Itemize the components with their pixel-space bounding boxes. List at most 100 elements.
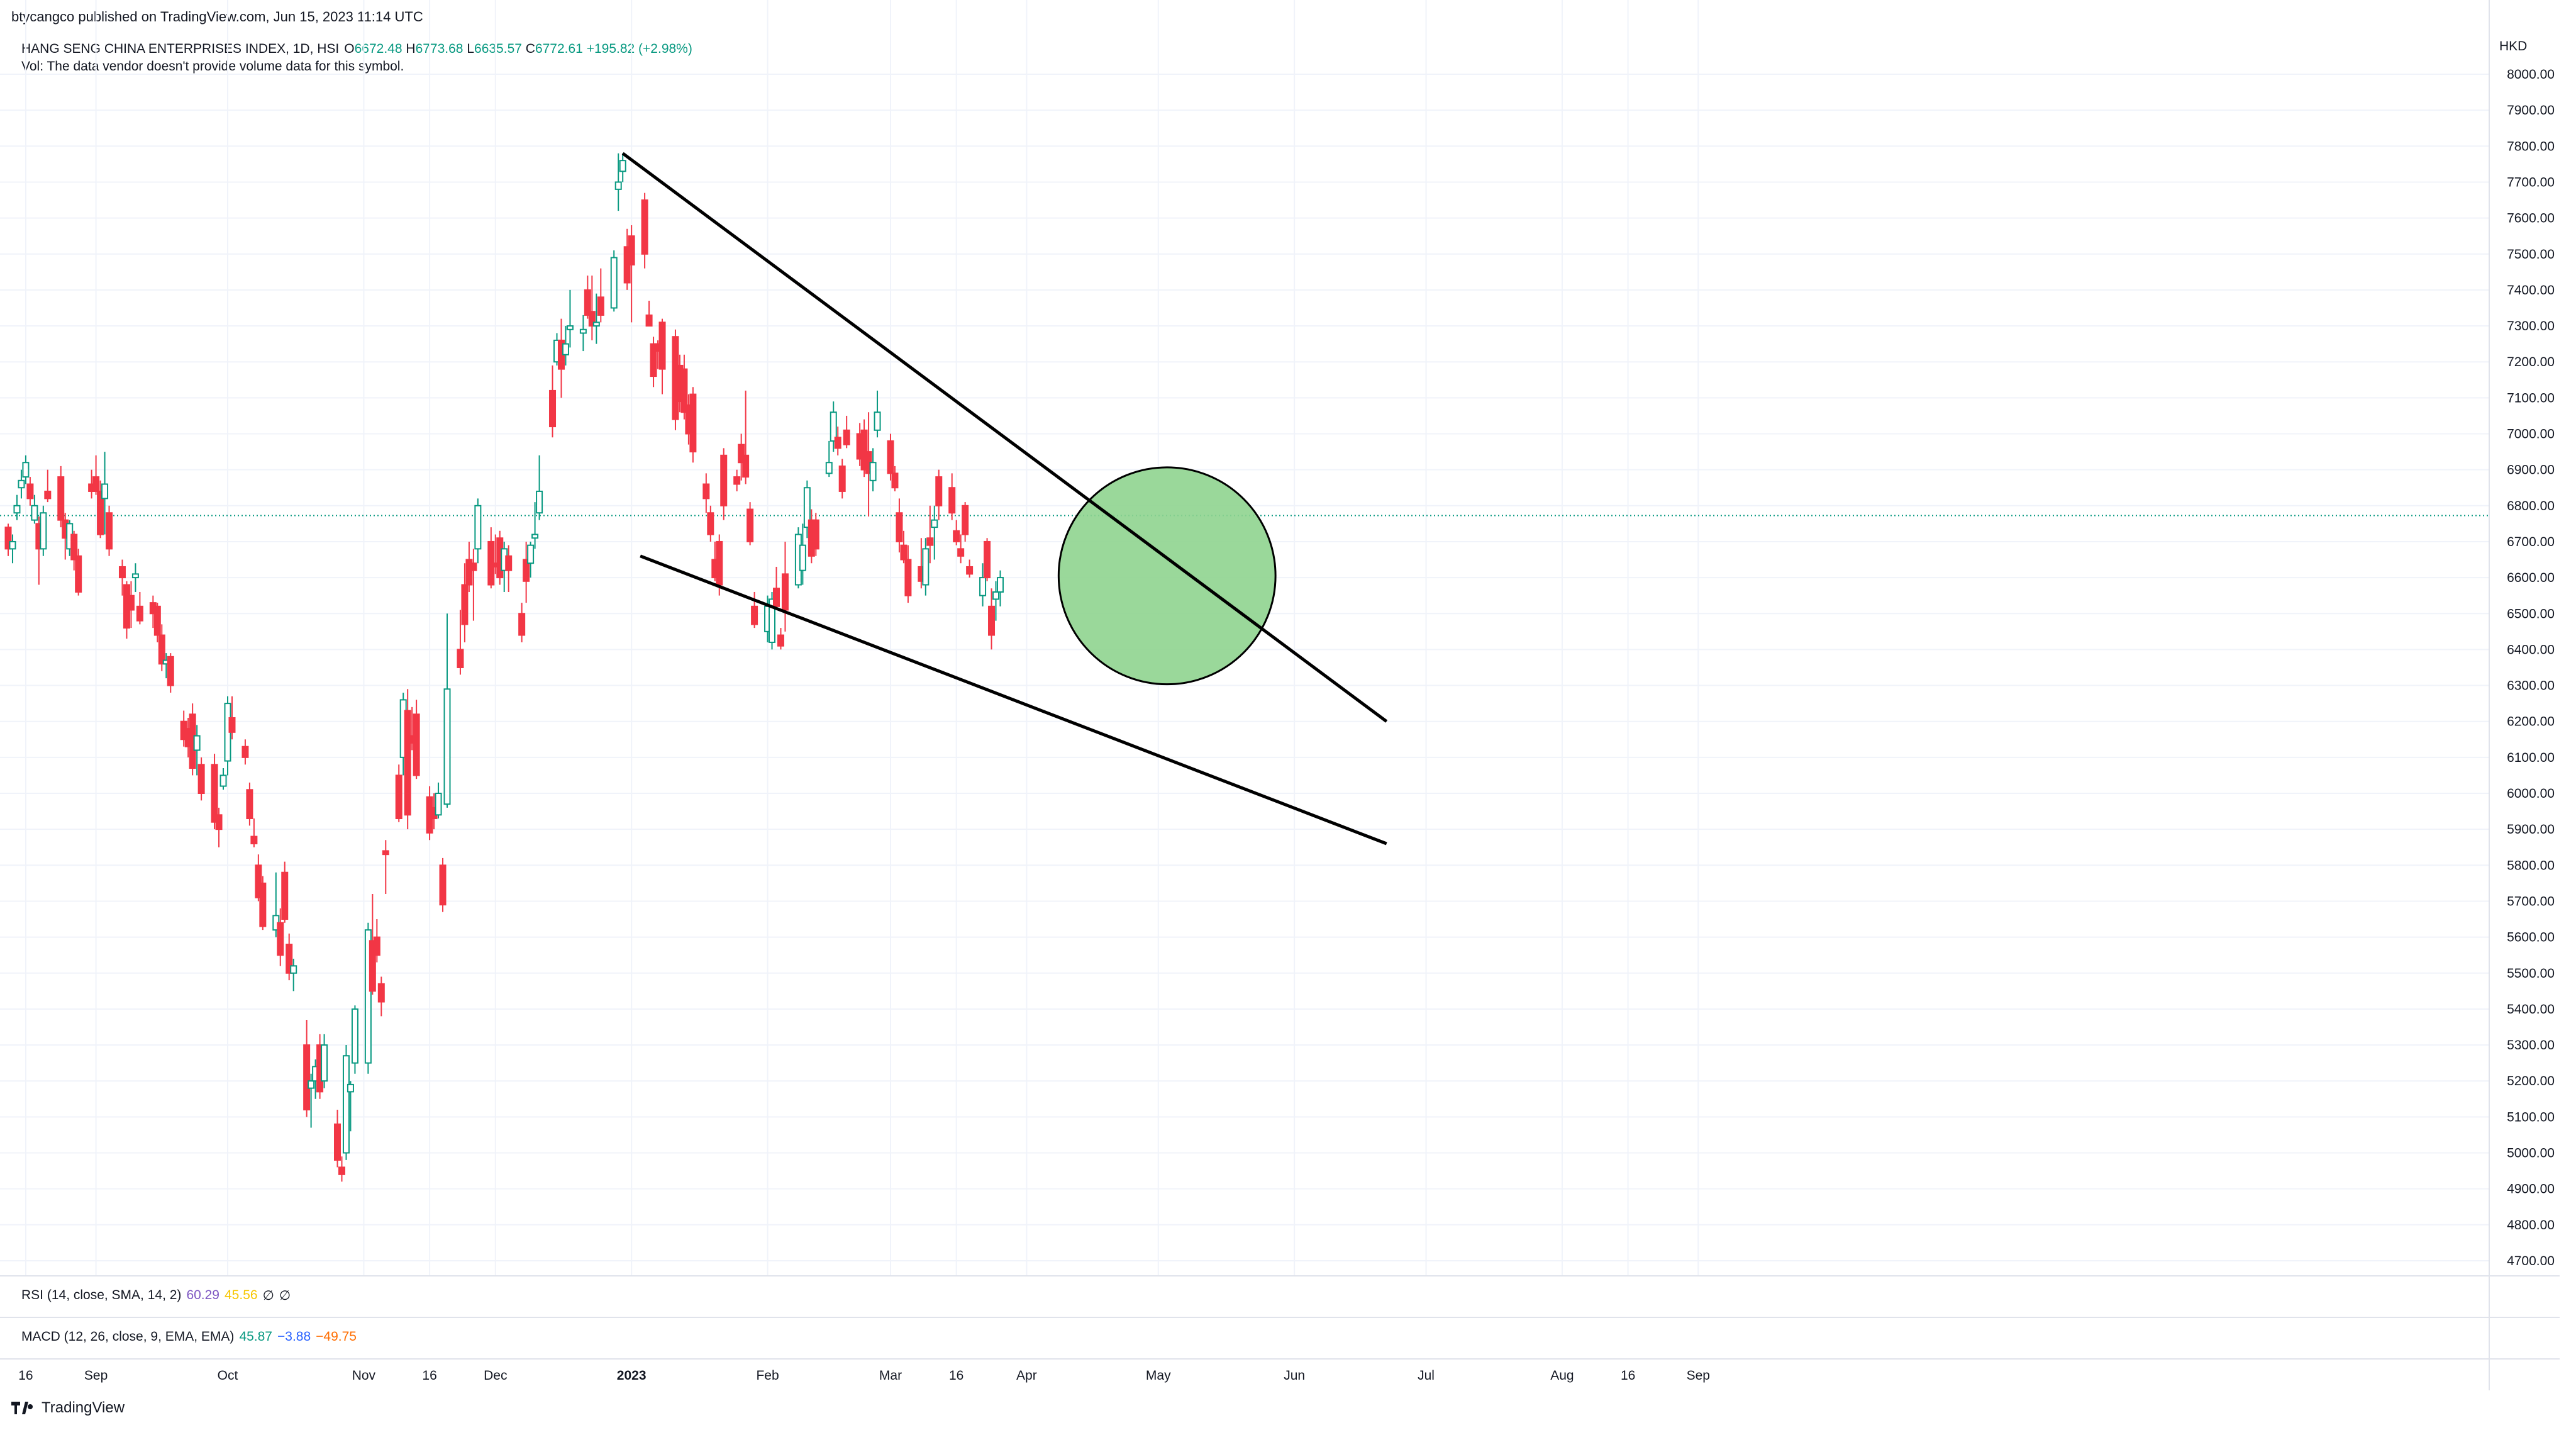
candle-body (92, 476, 100, 492)
candle (645, 301, 653, 327)
candle (777, 628, 784, 650)
candle (382, 840, 389, 895)
candle (702, 473, 710, 513)
candle (92, 455, 100, 495)
candle (628, 225, 635, 323)
candle (948, 473, 956, 520)
candle-body (803, 487, 811, 528)
macd-label[interactable]: MACD (12, 26, close, 9, EMA, EMA) 45.87 … (21, 1329, 357, 1344)
candle-body (197, 764, 205, 795)
x-tick-label: 16 (18, 1368, 33, 1383)
y-tick-label: 6700.00 (2507, 535, 2555, 549)
candle-body (22, 462, 30, 478)
candle-body (996, 577, 1004, 593)
candle-body (869, 462, 877, 481)
candle-body (518, 613, 526, 636)
trendlines[interactable] (621, 152, 1388, 846)
candle (641, 193, 648, 269)
candle-body (281, 871, 289, 920)
candle-body (461, 584, 469, 625)
candle (896, 498, 903, 553)
y-tick-label: 5700.00 (2507, 894, 2555, 908)
candle-body (922, 548, 930, 586)
candle-body (153, 605, 161, 636)
candle-body (834, 437, 841, 449)
candle (562, 326, 569, 366)
y-tick-label: 8000.00 (2507, 67, 2555, 82)
candle-body (351, 1008, 358, 1064)
tradingview-brand[interactable]: TradingView (11, 1399, 125, 1417)
breakout-highlight-circle[interactable] (1057, 466, 1277, 686)
candle (461, 563, 469, 642)
candle-body (57, 476, 65, 521)
candle-body (364, 929, 372, 1064)
low-label: L (467, 42, 475, 56)
candle (962, 502, 969, 542)
candle (614, 153, 622, 211)
y-tick-label: 5300.00 (2507, 1038, 2555, 1053)
candles (4, 153, 1004, 1182)
candle-body (303, 1044, 311, 1110)
candle (900, 530, 908, 564)
candle (992, 581, 999, 621)
candle (830, 401, 837, 452)
y-tick-label: 6900.00 (2507, 463, 2555, 478)
candle-body (259, 882, 267, 927)
candle-body (904, 559, 912, 596)
candle (435, 782, 442, 819)
candle (242, 739, 249, 765)
candle (518, 603, 526, 642)
candle (984, 538, 991, 581)
open-label: O (344, 42, 355, 56)
candle-body (373, 936, 380, 956)
y-tick-label: 6200.00 (2507, 715, 2555, 729)
high-value: 6773.68 (415, 42, 464, 56)
candle (308, 1073, 315, 1128)
candle-body (18, 479, 25, 489)
candle (733, 469, 741, 491)
candle-body (641, 199, 648, 255)
candle-body (584, 289, 591, 316)
candle (75, 549, 82, 596)
rsi-label[interactable]: RSI (14, close, SMA, 14, 2) 60.29 45.56 … (21, 1288, 291, 1304)
candle (953, 520, 960, 545)
candle (193, 725, 201, 776)
candle (527, 541, 535, 578)
candle-body (948, 487, 956, 514)
candle (44, 469, 52, 503)
candle-body (158, 634, 165, 665)
candle-body (338, 1166, 345, 1175)
candle (118, 559, 126, 596)
candle-body (645, 314, 653, 327)
candle (465, 541, 473, 592)
candle-body (9, 540, 16, 550)
candle (211, 754, 218, 830)
currency-label: HKD (2499, 39, 2527, 53)
candle (131, 563, 139, 592)
candle (197, 757, 205, 801)
candle (869, 448, 877, 491)
candle (904, 545, 912, 603)
candle (874, 390, 881, 438)
candle-body (610, 257, 618, 309)
y-tick-label: 4900.00 (2507, 1182, 2555, 1197)
candle (255, 854, 262, 902)
trendline-upper (621, 152, 1388, 723)
rsi-name: RSI (14, close, SMA, 14, 2) (21, 1288, 182, 1302)
candle (747, 502, 754, 545)
candle-body (308, 1080, 315, 1089)
candle (926, 505, 934, 564)
candle-body (900, 544, 908, 561)
x-tick-label: Aug (1550, 1368, 1574, 1383)
candle (97, 480, 104, 539)
symbol-title[interactable]: HANG SENG CHINA ENTERPRISES INDEX, 1D, H… (21, 42, 340, 56)
x-tick-label: Jun (1284, 1368, 1305, 1383)
candle (303, 1020, 311, 1117)
candle-body (984, 540, 991, 579)
candle (136, 591, 143, 625)
candle (825, 440, 833, 478)
candle (536, 455, 543, 520)
candle (57, 466, 65, 528)
candle-body (957, 548, 965, 557)
